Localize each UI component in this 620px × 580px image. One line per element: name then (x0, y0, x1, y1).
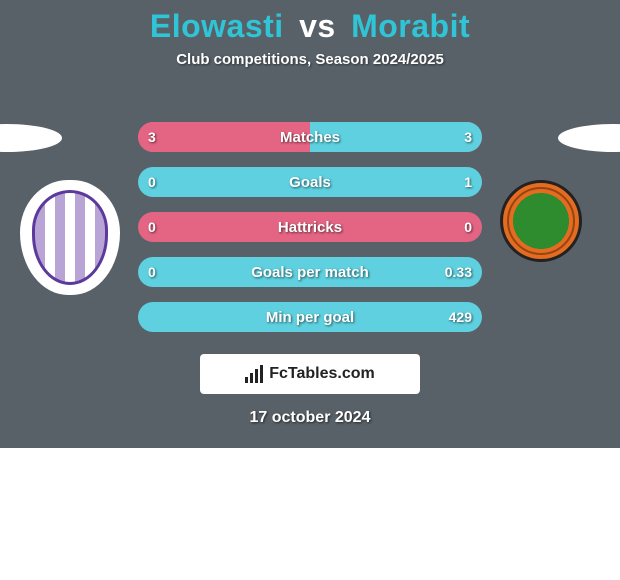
chart-icon (245, 365, 263, 383)
stat-label: Goals (289, 174, 331, 191)
team2-crest (500, 180, 600, 262)
stat-row: 0 Goals 1 (138, 167, 482, 197)
stats-container: 3 Matches 3 0 Goals 1 0 Hattricks 0 0 Goals per ma… (138, 122, 482, 347)
stat-label: Hattricks (278, 219, 342, 236)
stat-label: Matches (280, 129, 340, 146)
stat-value-left: 0 (148, 174, 156, 190)
player1-name: Elowasti (150, 8, 284, 44)
vs-text: vs (299, 8, 336, 44)
shield-icon (20, 180, 120, 295)
stat-value-right: 3 (464, 129, 472, 145)
stat-value-left: 0 (148, 219, 156, 235)
date-text: 17 october 2024 (0, 409, 620, 427)
stat-value-right: 0 (464, 219, 472, 235)
stat-label: Min per goal (266, 309, 354, 326)
player2-name: Morabit (351, 8, 470, 44)
team1-crest (20, 180, 120, 295)
stat-value-right: 1 (464, 174, 472, 190)
stat-value-right: 0.33 (445, 264, 472, 280)
page-title: Elowasti vs Morabit (0, 0, 620, 45)
stat-label: Goals per match (251, 264, 369, 281)
subtitle: Club competitions, Season 2024/2025 (0, 51, 620, 68)
brand-logo: FcTables.com (200, 354, 420, 394)
decoration-ellipse-right (558, 124, 620, 152)
badge-icon (500, 180, 582, 262)
stat-value-right: 429 (449, 309, 472, 325)
stat-value-left: 0 (148, 264, 156, 280)
stat-row: 0 Hattricks 0 (138, 212, 482, 242)
stat-row: 0 Goals per match 0.33 (138, 257, 482, 287)
stat-row: Min per goal 429 (138, 302, 482, 332)
stat-row: 3 Matches 3 (138, 122, 482, 152)
comparison-card: Elowasti vs Morabit Club competitions, S… (0, 0, 620, 448)
decoration-ellipse-left (0, 124, 62, 152)
brand-text: FcTables.com (269, 365, 375, 383)
stat-value-left: 3 (148, 129, 156, 145)
